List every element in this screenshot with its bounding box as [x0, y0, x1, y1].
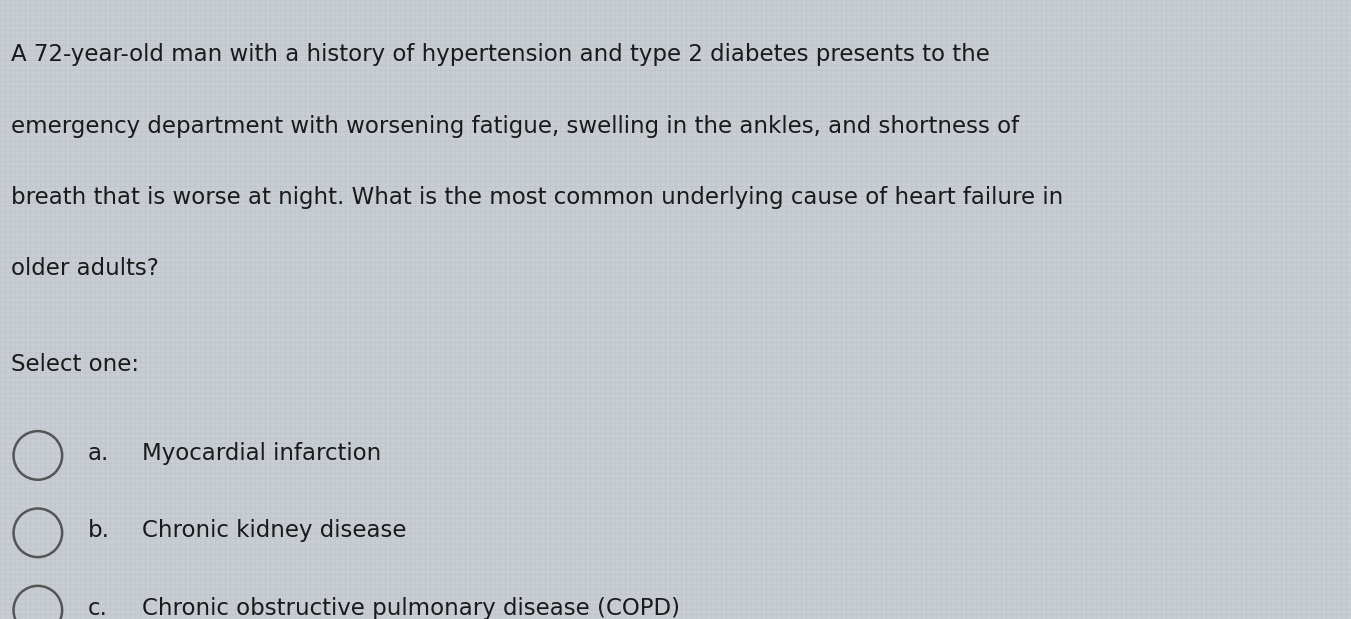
Text: breath that is worse at night. What is the most common underlying cause of heart: breath that is worse at night. What is t…	[11, 186, 1063, 209]
Text: a.: a.	[88, 442, 109, 465]
Text: Chronic obstructive pulmonary disease (COPD): Chronic obstructive pulmonary disease (C…	[142, 597, 680, 619]
Text: b.: b.	[88, 519, 109, 542]
Text: Select one:: Select one:	[11, 353, 139, 376]
Text: emergency department with worsening fatigue, swelling in the ankles, and shortne: emergency department with worsening fati…	[11, 115, 1019, 137]
Text: older adults?: older adults?	[11, 257, 158, 280]
Text: A 72-year-old man with a history of hypertension and type 2 diabetes presents to: A 72-year-old man with a history of hype…	[11, 43, 990, 66]
Text: Chronic kidney disease: Chronic kidney disease	[142, 519, 407, 542]
Text: c.: c.	[88, 597, 108, 619]
Text: Myocardial infarction: Myocardial infarction	[142, 442, 381, 465]
